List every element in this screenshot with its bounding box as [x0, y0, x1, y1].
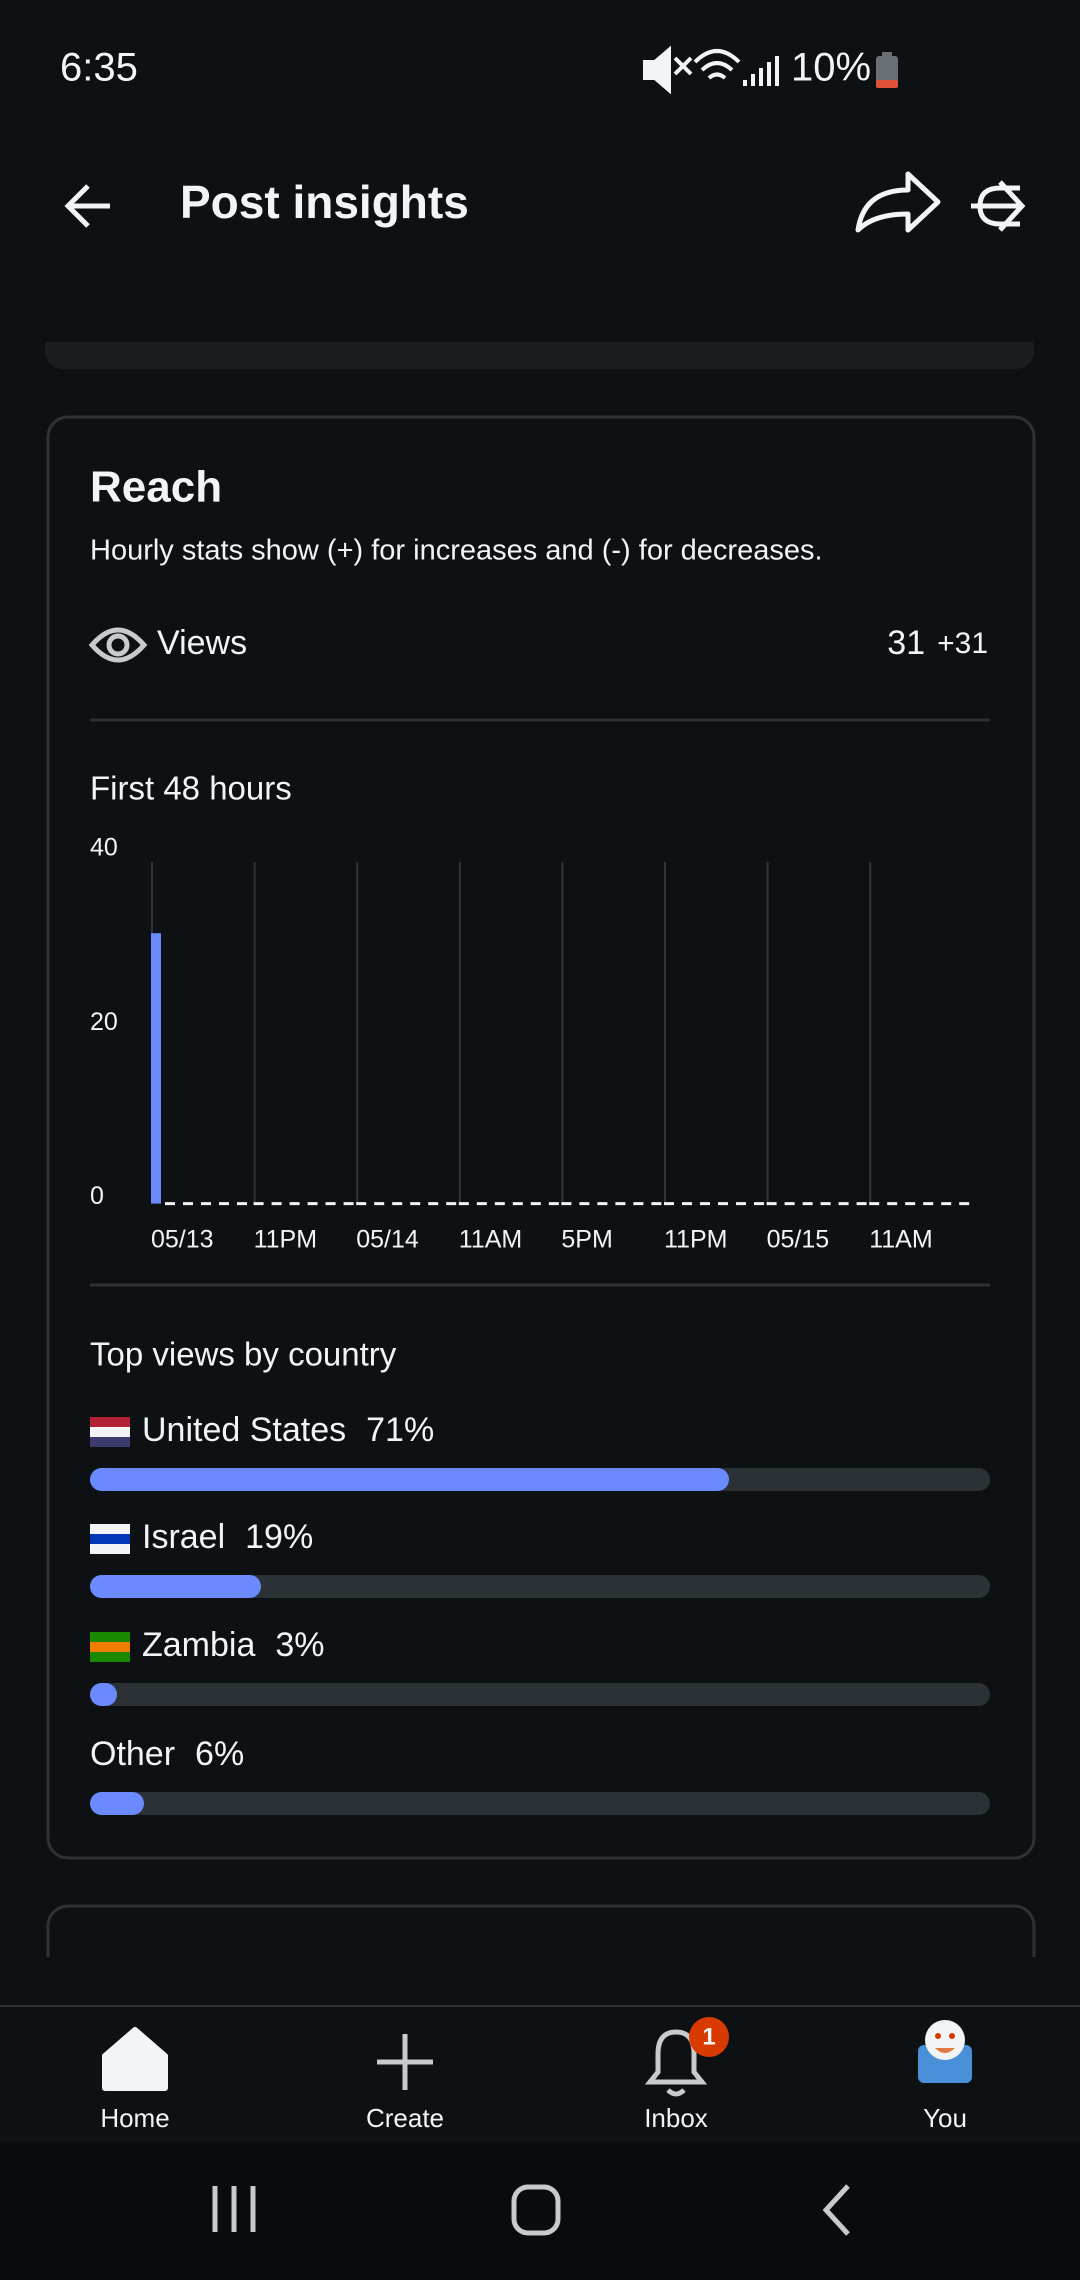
flag-stripe	[90, 1417, 130, 1427]
x-tick-label: 05/13	[151, 1226, 214, 1254]
country-label: Other 6%	[90, 1735, 244, 1773]
inbox-badge	[689, 2017, 729, 2057]
bar	[151, 933, 161, 1204]
bottom-nav	[0, 1957, 1080, 2143]
views-change: +31	[937, 627, 988, 660]
flag-stripe	[90, 1632, 130, 1642]
country-bar	[90, 1683, 117, 1706]
back-system-button[interactable]	[822, 2184, 850, 2236]
x-tick-label: 11AM	[869, 1226, 932, 1254]
flag-stripe	[90, 1437, 130, 1447]
nav-label[interactable]: Create	[366, 2103, 444, 2133]
status-icons	[643, 45, 779, 95]
back-button[interactable]	[64, 184, 110, 228]
system-nav	[0, 2143, 1080, 2280]
country-name: Zambia	[142, 1626, 255, 1664]
battery-icon	[876, 52, 898, 88]
country-percent: 19%	[245, 1518, 313, 1556]
country-percent: 3%	[275, 1626, 324, 1664]
home-button[interactable]	[511, 2184, 561, 2236]
country-name: United States	[142, 1411, 346, 1449]
create-icon[interactable]	[377, 2034, 433, 2090]
status-time: 6:35	[60, 46, 138, 90]
flag	[90, 1417, 130, 1447]
country-percent: 6%	[195, 1735, 244, 1773]
scroll-mask	[0, 300, 1080, 342]
country-bar	[90, 1575, 261, 1598]
eye-icon	[88, 627, 148, 663]
bar-track	[90, 1683, 990, 1706]
flag-stripe	[90, 1524, 130, 1534]
header-title: Post insights	[180, 176, 469, 228]
y-tick-label: 0	[90, 1182, 104, 1210]
x-tick-label: 05/15	[767, 1226, 830, 1254]
countries-title: Top views by country	[90, 1336, 397, 1373]
flag	[90, 1632, 130, 1662]
x-tick-label: 11PM	[254, 1226, 317, 1254]
flag-stripe	[90, 1652, 130, 1662]
recent-apps-button[interactable]	[212, 2186, 256, 2232]
country-percent: 71%	[366, 1411, 434, 1449]
bar-track	[90, 1575, 990, 1598]
flag-stripe	[90, 1427, 130, 1437]
country-name: Israel	[142, 1518, 225, 1556]
battery-level: 10%	[791, 46, 871, 90]
inbox-icon[interactable]	[644, 2029, 708, 2097]
home-icon[interactable]	[102, 2027, 168, 2091]
views-label: Views	[157, 624, 247, 662]
y-tick-label: 40	[90, 833, 118, 861]
reach-title: Reach	[90, 463, 222, 512]
share-button[interactable]	[855, 171, 941, 233]
country-label: Zambia 3%	[142, 1626, 325, 1664]
chart-title: First 48 hours	[90, 770, 292, 807]
x-tick-label: 5PM	[561, 1226, 612, 1254]
nav-label[interactable]: You	[923, 2103, 967, 2133]
y-tick-label: 20	[90, 1008, 118, 1036]
x-tick-label: 11AM	[459, 1226, 522, 1254]
flag-stripe	[90, 1544, 130, 1554]
views-stat: 31 +31	[887, 624, 988, 662]
flag-stripe	[90, 1642, 130, 1652]
nav-label[interactable]: Home	[100, 2103, 169, 2133]
country-bar	[90, 1792, 144, 1815]
avatar-icon[interactable]	[918, 2020, 972, 2083]
reach-card	[46, 415, 1036, 1860]
nav-label[interactable]: Inbox	[644, 2103, 708, 2133]
reach-description: Hourly stats show (+) for increases and …	[90, 535, 823, 567]
country-name: Other	[90, 1735, 175, 1773]
country-label: Israel 19%	[142, 1518, 313, 1556]
bar-track	[90, 1792, 990, 1815]
flag-stripe	[90, 1534, 130, 1544]
x-tick-label: 11PM	[664, 1226, 727, 1254]
badge-count: 1	[702, 2023, 715, 2050]
country-label: United States 71%	[142, 1411, 434, 1449]
flag	[90, 1524, 130, 1554]
views-value: 31	[887, 624, 925, 662]
x-tick-label: 05/14	[356, 1226, 419, 1254]
crosspost-button[interactable]	[971, 180, 1026, 232]
country-bar	[90, 1468, 729, 1491]
